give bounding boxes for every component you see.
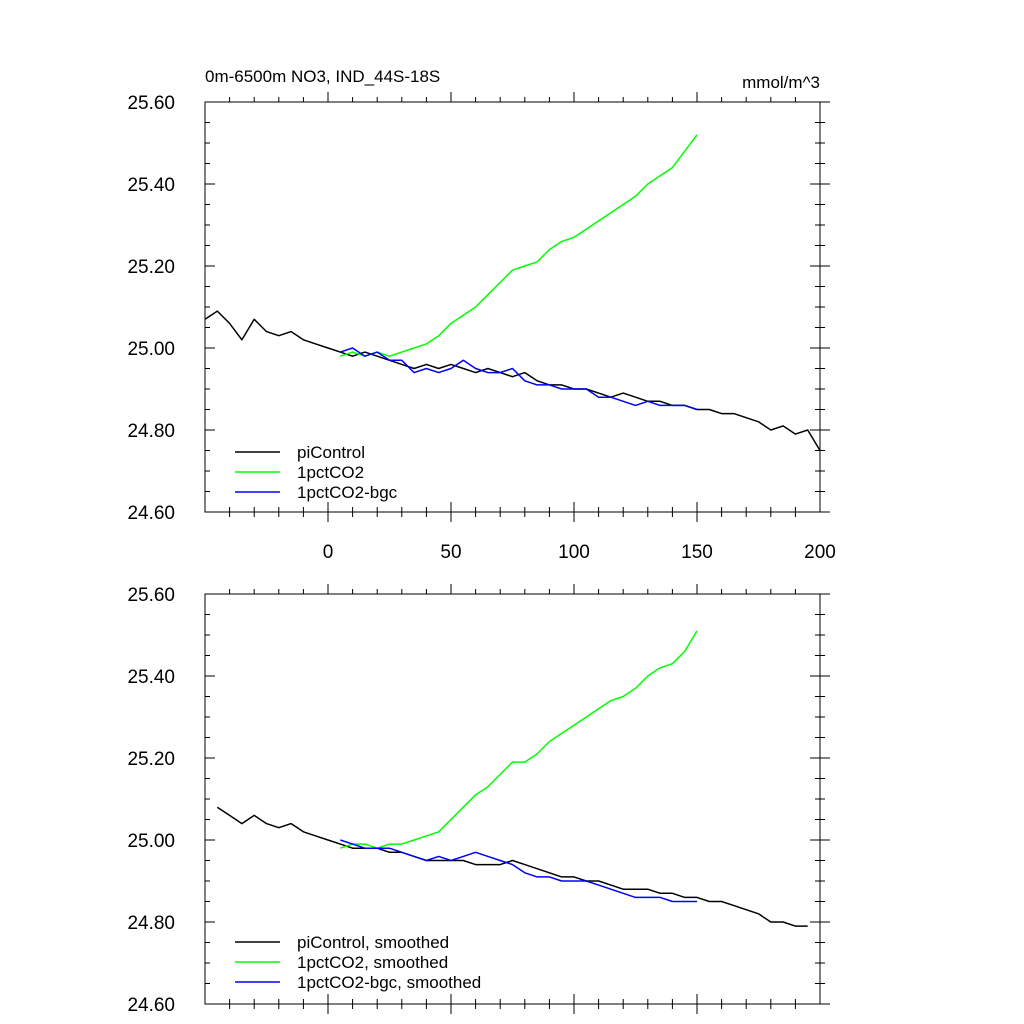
legend-label: piControl, smoothed bbox=[297, 933, 449, 952]
series-line-0 bbox=[204, 310, 821, 451]
y-tick-label: 25.20 bbox=[127, 257, 175, 278]
bottom-panel: 25.60 25.40 25.20 25.00 24.80 24.60 piControl,… bbox=[127, 584, 830, 1016]
y-tick-label: 24.60 bbox=[127, 995, 175, 1016]
x-tick-label: 100 bbox=[558, 542, 590, 563]
y-tick-label: 24.60 bbox=[127, 503, 175, 524]
x-tick-label: 200 bbox=[804, 542, 836, 563]
y-tick-label: 24.80 bbox=[127, 421, 175, 442]
legend-label: piControl bbox=[297, 443, 365, 462]
x-tick-label: 50 bbox=[440, 542, 461, 563]
y-tick-label: 25.00 bbox=[127, 339, 175, 360]
series-line-1 bbox=[340, 134, 698, 357]
legend-label: 1pctCO2 bbox=[297, 463, 364, 482]
series-line-0 bbox=[216, 806, 808, 927]
chart-title: 0m-6500m NO3, IND_44S-18S bbox=[205, 67, 440, 86]
y-tick-label: 25.00 bbox=[127, 831, 175, 852]
y-tick-label: 25.20 bbox=[127, 749, 175, 770]
legend-label: 1pctCO2-bgc bbox=[297, 483, 398, 502]
x-tick-label: 0 bbox=[323, 542, 334, 563]
legend-label: 1pctCO2-bgc, smoothed bbox=[297, 973, 481, 992]
top-panel: 25.60 25.40 25.20 25.00 24.80 24.60 0 50 100 150 2… bbox=[127, 67, 835, 563]
y-tick-label: 25.60 bbox=[127, 585, 175, 606]
y-tick-label: 25.40 bbox=[127, 175, 175, 196]
series-line-2 bbox=[340, 347, 698, 411]
units-label: mmol/m^3 bbox=[742, 73, 820, 92]
y-tick-label: 25.60 bbox=[127, 93, 175, 114]
series-line-2 bbox=[340, 839, 697, 903]
y-tick-label: 24.80 bbox=[127, 913, 175, 934]
legend-label: 1pctCO2, smoothed bbox=[297, 953, 448, 972]
y-tick-label: 25.40 bbox=[127, 667, 175, 688]
x-tick-label: 150 bbox=[681, 542, 713, 563]
series-line-1 bbox=[340, 630, 698, 849]
